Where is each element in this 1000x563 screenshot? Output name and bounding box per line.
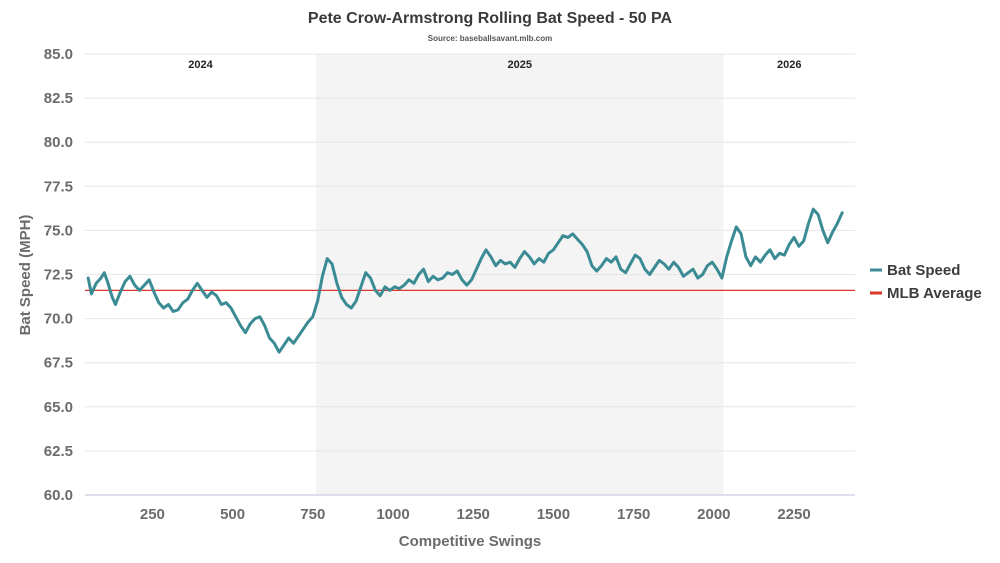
y-tick-label: 67.5 bbox=[44, 355, 73, 372]
y-axis-label: Bat Speed (MPH) bbox=[17, 215, 34, 336]
x-tick-label: 2000 bbox=[697, 506, 730, 523]
y-tick-label: 85.0 bbox=[44, 46, 73, 63]
season-label-2024: 2024 bbox=[188, 59, 213, 71]
x-tick-label: 1250 bbox=[457, 506, 490, 523]
season-label-2026: 2026 bbox=[777, 59, 801, 71]
legend-label-bat-speed: Bat Speed bbox=[887, 262, 960, 279]
season-labels: 2024 2025 2026 bbox=[188, 59, 801, 71]
x-tick-label: 1000 bbox=[376, 506, 409, 523]
legend: Bat Speed MLB Average bbox=[870, 262, 982, 302]
grid-lines bbox=[85, 53, 855, 496]
chart-subtitle: Source: baseballsavant.mlb.com bbox=[428, 34, 553, 43]
bat-speed-line bbox=[86, 207, 844, 354]
y-tick-label: 72.5 bbox=[44, 267, 73, 284]
y-tick-label: 80.0 bbox=[44, 134, 73, 151]
x-tick-label: 250 bbox=[140, 506, 165, 523]
y-tick-label: 75.0 bbox=[44, 222, 73, 239]
y-tick-label: 70.0 bbox=[44, 311, 73, 328]
legend-label-mlb-average: MLB Average bbox=[887, 285, 982, 302]
x-axis-ticks: 250 500 750 1000 1250 1500 1750 2000 2250 bbox=[140, 506, 811, 523]
x-tick-label: 2250 bbox=[777, 506, 810, 523]
x-tick-label: 1750 bbox=[617, 506, 650, 523]
x-tick-label: 500 bbox=[220, 506, 245, 523]
y-tick-label: 65.0 bbox=[44, 399, 73, 416]
chart-title: Pete Crow-Armstrong Rolling Bat Speed - … bbox=[308, 10, 673, 27]
season-label-2025: 2025 bbox=[507, 59, 531, 71]
y-tick-label: 77.5 bbox=[44, 178, 73, 195]
y-tick-label: 60.0 bbox=[44, 487, 73, 504]
x-tick-label: 750 bbox=[300, 506, 325, 523]
y-axis-ticks: 60.0 62.5 65.0 67.5 70.0 72.5 75.0 77.5 80.0 82.5… bbox=[44, 46, 73, 504]
y-tick-label: 82.5 bbox=[44, 90, 73, 107]
x-axis-label: Competitive Swings bbox=[399, 533, 542, 550]
x-tick-label: 1500 bbox=[537, 506, 570, 523]
y-tick-label: 62.5 bbox=[44, 443, 73, 460]
